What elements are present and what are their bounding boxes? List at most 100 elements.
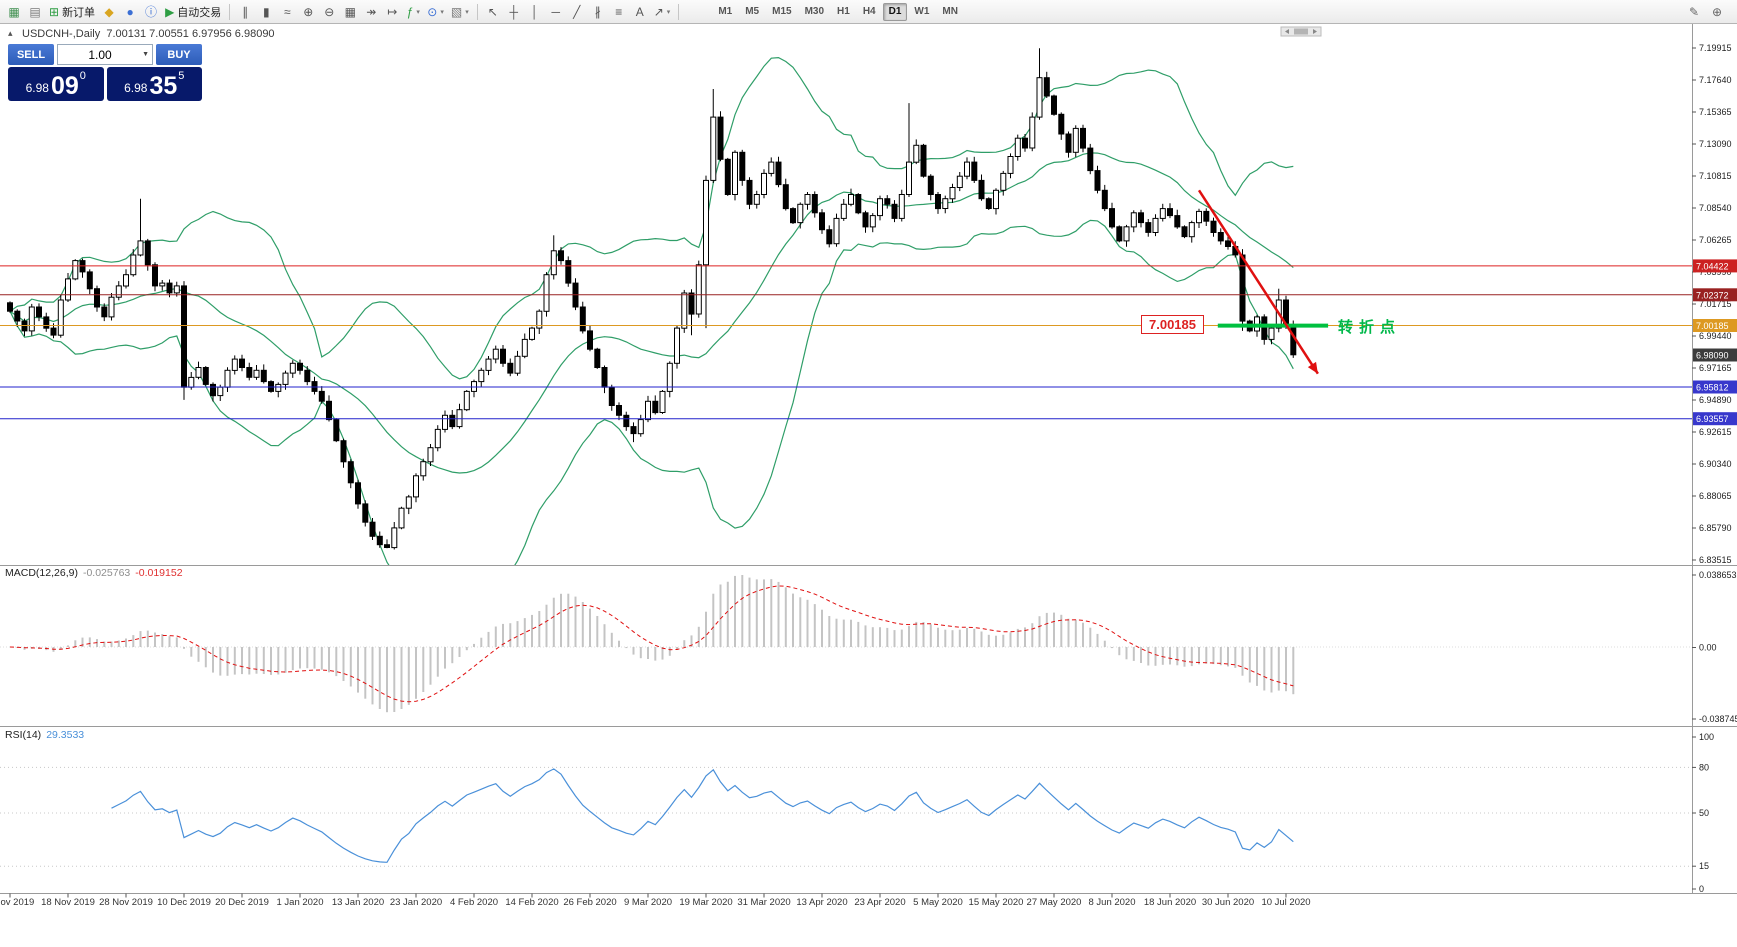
one-click-collapse-arrow[interactable]: ▴ xyxy=(8,28,13,38)
zoom-out-button[interactable]: ⊖ xyxy=(319,2,339,22)
candle xyxy=(848,194,854,205)
price-annotation-label[interactable]: 7.00185 xyxy=(1141,315,1204,334)
autotrading-button[interactable]: ▶ 自动交易 xyxy=(162,2,224,22)
new-chart-icon: ▦ xyxy=(8,4,20,19)
tile-windows-button[interactable]: ▦ xyxy=(340,2,360,22)
templates-button[interactable]: ▧ ▾ xyxy=(448,2,472,22)
volume-field[interactable]: 1.00 ▼ xyxy=(57,44,153,65)
edit-chart-button[interactable]: ✎ xyxy=(1684,2,1704,22)
rsi-scale-label: 100 xyxy=(1699,732,1714,742)
dropdown-arrow-icon[interactable]: ▾ xyxy=(440,8,444,16)
sell-price-pipette: 0 xyxy=(79,70,86,82)
templates-icon: ▧ xyxy=(450,4,463,19)
dropdown-arrow-icon[interactable]: ▾ xyxy=(465,8,469,16)
new-chart-button[interactable]: ▦ xyxy=(4,2,24,22)
channel-button[interactable]: ∦ xyxy=(588,2,608,22)
dropdown-arrow-icon[interactable]: ▾ xyxy=(666,8,671,16)
turning-point-text[interactable]: 转折点 xyxy=(1338,319,1402,336)
chart-scrollbar[interactable] xyxy=(1280,26,1322,37)
rsi-panel[interactable] xyxy=(0,766,1692,867)
volume-dropdown-icon[interactable]: ▼ xyxy=(142,51,149,58)
candle xyxy=(260,369,267,383)
timeframe-mn[interactable]: MN xyxy=(942,6,958,17)
price-tag-label: 6.95812 xyxy=(1696,383,1729,393)
price-scale-label: 6.97165 xyxy=(1699,363,1732,373)
search-button[interactable]: ⊕ xyxy=(1707,2,1727,22)
candle xyxy=(746,179,753,205)
market-watch-button[interactable]: ● xyxy=(120,2,140,22)
chart-shift-button[interactable]: ↦ xyxy=(382,2,402,22)
rsi-scale-label: 50 xyxy=(1699,808,1709,818)
volume-value[interactable]: 1.00 xyxy=(88,47,112,62)
data-window-button[interactable]: ⓘ xyxy=(141,2,161,22)
dropdown-arrow-icon[interactable]: ▾ xyxy=(416,8,420,16)
line-chart-type-button[interactable]: ≈ xyxy=(277,2,297,22)
candlestick-chart-type-button[interactable]: ▮ xyxy=(256,2,276,22)
timeframe-h4[interactable]: H4 xyxy=(862,6,876,17)
cursor-button[interactable]: ↖ xyxy=(483,2,503,22)
price-scale-label: 7.19915 xyxy=(1699,43,1732,53)
candle xyxy=(1072,127,1079,153)
candle xyxy=(1094,170,1101,191)
sell-button[interactable]: SELL xyxy=(8,44,54,65)
timeframe-m15[interactable]: M15 xyxy=(772,6,792,17)
candle xyxy=(405,496,412,509)
candle xyxy=(1065,133,1072,153)
buy-button[interactable]: BUY xyxy=(156,44,202,65)
candle xyxy=(340,440,347,463)
periods-button[interactable]: ⊙ ▾ xyxy=(424,2,447,22)
profiles-button[interactable]: ▤ xyxy=(25,2,45,22)
candle xyxy=(1116,226,1123,242)
trend-arrow[interactable] xyxy=(1197,189,1319,375)
horizontal-line-button[interactable]: ─ xyxy=(546,2,566,22)
candle xyxy=(688,292,695,315)
text-tool-button[interactable]: A xyxy=(630,2,650,22)
auto-scroll-button[interactable]: ↠ xyxy=(361,2,381,22)
candle xyxy=(239,358,245,369)
zoom-in-button[interactable]: ⊕ xyxy=(298,2,318,22)
price-tag-label: 7.02372 xyxy=(1696,290,1729,300)
candle xyxy=(529,327,535,340)
timeframe-m30[interactable]: M30 xyxy=(804,6,825,17)
new-order-button[interactable]: ⊞ 新订单 xyxy=(46,2,98,22)
crosshair-button[interactable]: ┼ xyxy=(504,2,524,22)
candle xyxy=(840,203,847,219)
candle xyxy=(1109,208,1115,228)
alerts-button[interactable]: ◆ xyxy=(99,2,119,22)
sell-price-panel[interactable]: 6.98 09 0 xyxy=(8,67,104,101)
candle xyxy=(927,175,934,195)
timeframe-w1[interactable]: W1 xyxy=(914,6,930,17)
macd-panel[interactable] xyxy=(0,575,1692,713)
buy-price-panel[interactable]: 6.98 35 5 xyxy=(106,67,202,101)
candle xyxy=(72,260,79,280)
candle xyxy=(1101,189,1108,210)
timeframe-m5[interactable]: M5 xyxy=(745,6,760,17)
zoom-in-icon: ⊕ xyxy=(303,4,314,19)
macd-scale-label: -0.038745 xyxy=(1699,714,1737,724)
candle xyxy=(906,161,912,196)
bar-chart-type-button[interactable]: ∥ xyxy=(235,2,255,22)
candle xyxy=(224,369,231,388)
main-price-chart[interactable] xyxy=(0,48,1692,585)
timeframe-d1[interactable]: D1 xyxy=(882,2,908,21)
bollinger-lower-band xyxy=(9,219,1294,565)
candle xyxy=(456,409,463,428)
candle xyxy=(282,372,289,385)
timeframe-h1[interactable]: H1 xyxy=(837,6,850,17)
candle xyxy=(500,348,506,364)
vertical-line-button[interactable]: │ xyxy=(525,2,545,22)
candle xyxy=(608,386,615,407)
indicators-button[interactable]: ƒ ▾ xyxy=(403,2,423,22)
candle xyxy=(1210,220,1217,233)
candle xyxy=(86,271,93,290)
scroll-right-icon xyxy=(1313,29,1317,34)
candle xyxy=(891,203,898,219)
candle xyxy=(369,521,376,537)
chart-shift-icon: ↦ xyxy=(387,4,398,19)
timeframe-m1[interactable]: M1 xyxy=(718,6,733,17)
candle xyxy=(790,208,796,224)
trendline-button[interactable]: ╱ xyxy=(567,2,587,22)
fibonacci-button[interactable]: ≡ xyxy=(609,2,629,22)
arrows-tool-button[interactable]: ↗ ▾ xyxy=(651,2,674,22)
